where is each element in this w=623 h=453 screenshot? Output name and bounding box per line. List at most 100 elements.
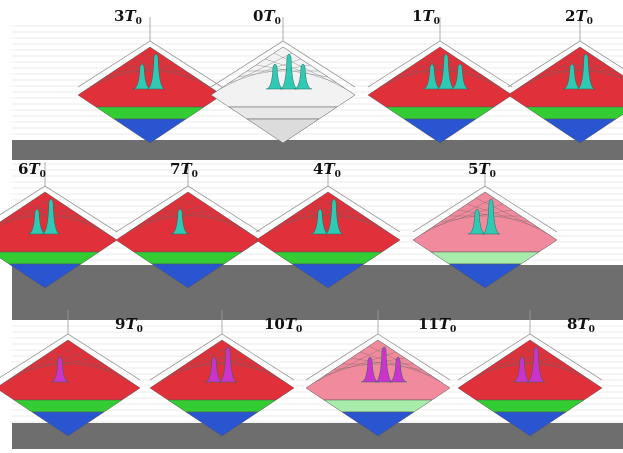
surface-top-p8: [457, 339, 603, 401]
mesh-line: [203, 351, 277, 377]
mesh-line: [273, 52, 347, 90]
label-10T0: 10T0: [264, 315, 303, 335]
mesh-line: [13, 351, 87, 377]
mesh-line: [475, 197, 549, 235]
mesh-line: [219, 52, 293, 90]
peak-p0-2: [293, 63, 313, 90]
surface-top-p4: [255, 191, 401, 253]
mesh-line: [520, 345, 594, 383]
peak-p0-1: [279, 53, 299, 90]
surface-bottom-p11: [341, 411, 415, 437]
mesh-line: [124, 197, 198, 235]
surface-bottom-p8: [493, 411, 567, 437]
mesh-line: [264, 197, 338, 235]
peak-p5-0: [467, 208, 487, 235]
label-8T0: 8T0: [567, 315, 595, 335]
mesh-line: [511, 351, 585, 377]
label-1T0: 1T0: [412, 7, 440, 27]
surface-mid-p2: [525, 106, 623, 120]
surface-top-p6: [0, 191, 118, 253]
mesh-line: [212, 345, 286, 383]
peak-p1-1: [436, 53, 456, 90]
surface-mid-p6: [0, 251, 100, 265]
label-5T0: 5T0: [468, 160, 496, 180]
surface-top-p0: [210, 46, 356, 108]
surface-mid-p1: [385, 106, 495, 120]
mesh-line: [26, 203, 100, 229]
mesh-line: [160, 209, 234, 223]
surface-top-p5: [412, 191, 558, 253]
surface-mid-p8: [475, 399, 585, 413]
surface-mid-p11: [323, 399, 433, 413]
surface-mid-p4: [273, 251, 383, 265]
mesh-line: [140, 52, 214, 90]
mesh-line: [376, 52, 450, 90]
gray-band-0: [12, 140, 623, 160]
mesh-line: [86, 52, 160, 90]
peak-p11-0: [360, 356, 380, 383]
peak-p3-0: [132, 63, 152, 90]
peak-p6-1: [41, 198, 61, 235]
peak-p5-1: [481, 198, 501, 235]
surface-bottom-p6: [8, 263, 82, 289]
peak-p3-1: [146, 53, 166, 90]
surface-bottom-p2: [543, 118, 617, 144]
mesh-line: [466, 345, 540, 383]
surface-bottom-p7: [151, 263, 225, 289]
surface-mid-p0: [228, 106, 338, 120]
surface-mid-p9: [13, 399, 123, 413]
surface-mid-p5: [430, 251, 540, 265]
peak-p9-0: [50, 356, 70, 383]
mesh-line: [368, 345, 442, 383]
surface-top-p2: [507, 46, 623, 108]
mesh-line: [58, 345, 132, 383]
mesh-line: [466, 203, 540, 229]
peak-p0-0: [265, 63, 285, 90]
peak-p10-0: [204, 356, 224, 383]
peak-p8-0: [512, 356, 532, 383]
mesh-line: [309, 203, 383, 229]
surface-top-p7: [115, 191, 261, 253]
surface-bottom-p10: [185, 411, 259, 437]
peak-p7-0: [170, 208, 190, 235]
surface-top-p1: [367, 46, 513, 108]
surface-top-p9: [0, 339, 141, 401]
mesh-line: [131, 58, 205, 84]
peak-p1-0: [422, 63, 442, 90]
surface-bottom-p9: [31, 411, 105, 437]
label-3T0: 3T0: [114, 7, 142, 27]
surface-mid-p3: [95, 106, 205, 120]
mesh-line: [178, 197, 252, 235]
label-6T0: 6T0: [18, 160, 46, 180]
surface-bottom-p4: [291, 263, 365, 289]
surface-bottom-p1: [403, 118, 477, 144]
surface-bottom-p0: [246, 118, 320, 144]
surface-bottom-p3: [113, 118, 187, 144]
mesh-line: [40, 357, 114, 371]
mesh-line: [4, 345, 78, 383]
surface-bottom-p5: [448, 263, 522, 289]
peak-p6-0: [27, 208, 47, 235]
peak-p2-0: [562, 63, 582, 90]
peak-p11-1: [374, 346, 394, 383]
peak-p8-1: [526, 346, 546, 383]
mesh-line: [570, 52, 623, 80]
label-4T0: 4T0: [313, 160, 341, 180]
mesh-line: [133, 203, 207, 229]
mesh-line: [430, 52, 504, 90]
surface-mid-p7: [133, 251, 243, 265]
surface-top-p10: [149, 339, 295, 401]
label-0T0: 0T0: [253, 7, 281, 27]
mesh-line: [0, 197, 55, 226]
surface-top-p11: [305, 339, 451, 401]
mesh-line: [35, 197, 109, 235]
mesh-line: [169, 203, 243, 229]
mesh-line: [314, 345, 388, 383]
mesh-line: [561, 58, 623, 80]
mesh-line: [49, 351, 123, 377]
peak-p11-2: [388, 356, 408, 383]
label-2T0: 2T0: [565, 7, 593, 27]
surface-mid-p10: [167, 399, 277, 413]
